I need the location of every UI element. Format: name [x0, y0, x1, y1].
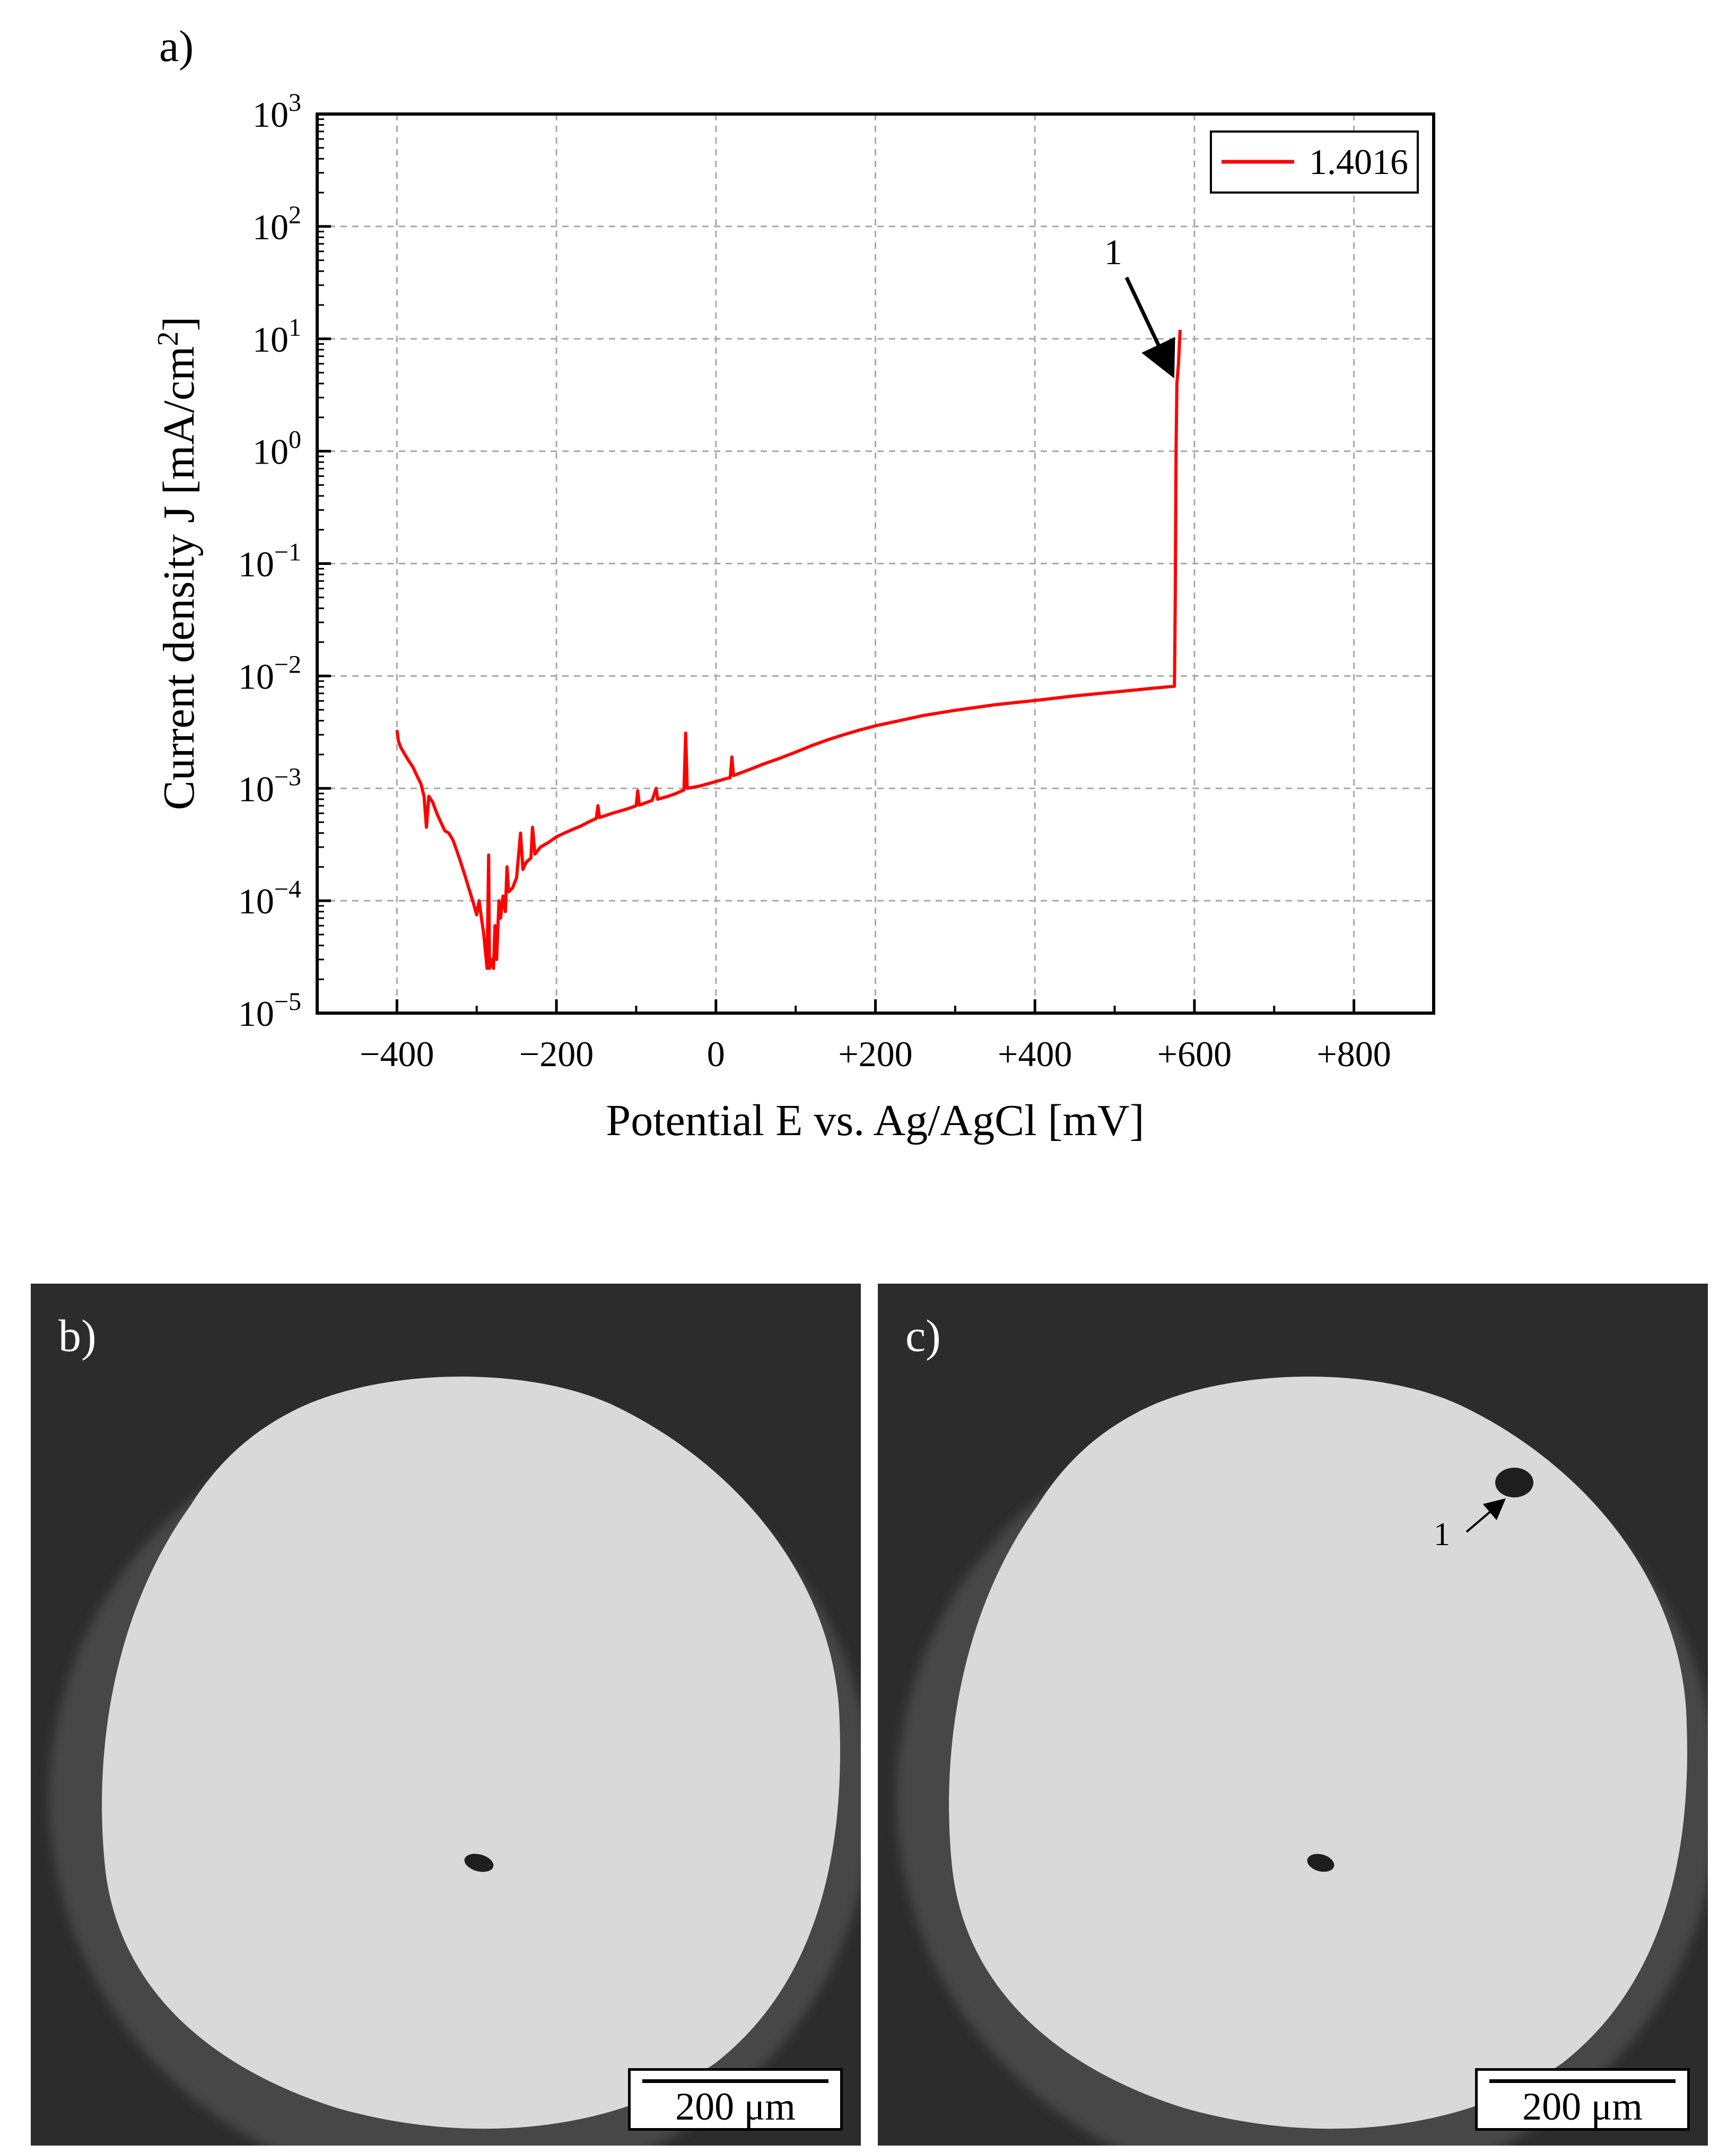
- y-tick-exponent: 1: [289, 313, 301, 342]
- y-tick-exponent: −1: [274, 538, 301, 566]
- annotation-label: 1: [1104, 232, 1122, 272]
- x-tick-label: +200: [838, 1034, 912, 1074]
- y-axis-title-sup: 2: [152, 332, 185, 346]
- grid-layer: [317, 114, 1434, 1013]
- sample-disk-c: [896, 1376, 1708, 2146]
- y-axis-title: Current density J [mA/cm2]: [152, 317, 204, 810]
- polarization-chart: a) −400 −200 0 +200 +400 +600 +800103102101100…: [152, 22, 1435, 1145]
- x-tick-label: 0: [707, 1034, 725, 1074]
- y-tick-label: 10−5: [238, 988, 301, 1034]
- micrograph-before: b) 200 μm: [31, 1284, 861, 2146]
- y-axis-title-main: Current density J [mA/cm: [154, 346, 204, 810]
- y-tick-exponent: −2: [274, 650, 301, 678]
- pit-label: 1: [1434, 1516, 1450, 1553]
- y-tick-exponent: −5: [274, 988, 301, 1016]
- scale-bar-text: 200 μm: [675, 2085, 796, 2129]
- y-tick-label: 103: [252, 89, 301, 135]
- x-tick-label: +800: [1316, 1034, 1391, 1074]
- series-line: [395, 329, 1182, 970]
- y-tick-label: 102: [252, 201, 301, 247]
- y-tick-base: 10: [252, 94, 289, 135]
- inclusion-dot: [1307, 1854, 1334, 1872]
- y-tick-label: 101: [252, 313, 301, 360]
- y-tick-exponent: −3: [274, 763, 301, 791]
- pit-arrow: [1465, 1498, 1506, 1533]
- y-axis-title-end: ]: [154, 317, 204, 332]
- x-tick-label: +400: [998, 1034, 1072, 1074]
- y-tick-exponent: 0: [289, 426, 301, 454]
- y-tick-exponent: 3: [289, 89, 301, 117]
- pit: [1495, 1468, 1533, 1497]
- x-axis-title: Potential E vs. Ag/AgCl [mV]: [606, 1096, 1145, 1145]
- sample-disk-b: [49, 1376, 861, 2146]
- scale-bar-c: 200 μm: [1475, 2068, 1690, 2131]
- y-tick-label: 10−1: [238, 538, 301, 585]
- y-tick-label: 10−3: [238, 763, 301, 809]
- data-layer: 1: [395, 232, 1182, 970]
- y-tick-label: 10−2: [238, 650, 301, 696]
- y-tick-base: 10: [238, 881, 274, 921]
- y-tick-base: 10: [252, 432, 289, 472]
- y-tick-exponent: 2: [289, 201, 301, 229]
- legend-label: 1.4016: [1309, 142, 1408, 182]
- panel-a-label: a): [159, 22, 194, 71]
- y-tick-exponent: −4: [274, 875, 301, 903]
- scale-bar-line: [642, 2079, 828, 2083]
- y-tick-base: 10: [238, 769, 274, 809]
- scale-bar-text: 200 μm: [1522, 2085, 1643, 2129]
- inclusion-dot: [464, 1853, 494, 1872]
- x-tick-label: +600: [1157, 1034, 1232, 1074]
- panel-c-label: c): [905, 1310, 941, 1361]
- y-tick-base: 10: [252, 207, 289, 247]
- x-tick-label: −200: [519, 1034, 594, 1074]
- sample-disk: [949, 1376, 1687, 2129]
- ticks-layer: −400 −200 0 +200 +400 +600 +80010310210110010−…: [238, 89, 1435, 1074]
- y-tick-base: 10: [238, 656, 274, 696]
- panel-b-label: b): [58, 1310, 97, 1361]
- legend: 1.4016: [1210, 130, 1419, 194]
- y-tick-base: 10: [252, 319, 289, 360]
- scale-bar-line: [1489, 2079, 1676, 2083]
- y-tick-label: 10−4: [238, 875, 301, 921]
- annotation-arrow: [1124, 276, 1175, 379]
- x-tick-label: −400: [360, 1034, 434, 1074]
- y-tick-base: 10: [238, 544, 274, 585]
- y-tick-base: 10: [238, 993, 274, 1034]
- sample-disk: [102, 1376, 840, 2129]
- micrograph-after: 1 c) 200 μm: [878, 1284, 1708, 2146]
- y-tick-label: 100: [252, 426, 301, 472]
- scale-bar-b: 200 μm: [628, 2068, 843, 2131]
